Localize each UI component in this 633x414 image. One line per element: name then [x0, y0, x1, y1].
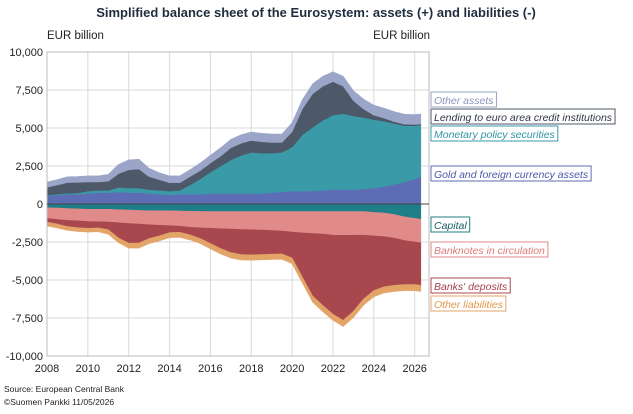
legend-item: Banks' deposits [430, 277, 511, 294]
x-tick-label: 2018 [239, 363, 263, 375]
legend-label: Other assets [434, 95, 494, 107]
y-tick-label: 2,500 [15, 161, 43, 173]
legend-box [430, 241, 549, 258]
x-tick-label: 2022 [321, 363, 345, 375]
legend-item: Other liabilities [430, 295, 507, 312]
legend-box [430, 91, 498, 108]
copyright-note: ©Suomen Pankki 11/05/2026 [4, 397, 114, 407]
x-tick-label: 2010 [76, 363, 100, 375]
axes: 10,000 7,500 5,000 2,500 0 -2,500 -5,000 -7,500… [6, 47, 430, 375]
x-tick-label: 2016 [198, 363, 222, 375]
x-tick-label: 2020 [280, 363, 304, 375]
y-tick-label: 10,000 [9, 47, 43, 59]
y-tick-label: 0 [37, 199, 43, 211]
x-tick-label: 2014 [157, 363, 181, 375]
legend-item: Lending to euro area credit institutions [430, 108, 616, 125]
y-tick-label: -5,000 [12, 275, 43, 287]
legend-label: Monetary policy securities [434, 129, 556, 141]
y-tick-label: 5,000 [15, 123, 43, 135]
y-tick-label: -7,500 [12, 313, 43, 325]
y-tick-label: 7,500 [15, 85, 43, 97]
legend-label: Capital [434, 220, 467, 232]
legend-item: Gold and foreign currency assets [430, 165, 592, 182]
source-note: Source: European Central Bank [4, 384, 125, 394]
legend-box [430, 295, 507, 312]
x-tick-label: 2026 [402, 363, 426, 375]
legend: Gold and foreign currency assets Monetary… [430, 91, 616, 312]
legend-label: Lending to euro area credit institutions [434, 112, 613, 124]
legend-box [430, 165, 592, 182]
y-tick-label: -10,000 [6, 351, 43, 363]
y-tick-label: -2,500 [12, 237, 43, 249]
legend-label: Gold and foreign currency assets [434, 169, 589, 181]
legend-item: Banknotes in circulation [430, 241, 549, 258]
area-series [46, 71, 422, 327]
legend-label: Banknotes in circulation [434, 245, 545, 257]
asset-area-3 [46, 71, 422, 188]
x-tick-label: 2024 [362, 363, 386, 375]
chart-title: Simplified balance sheet of the Eurosyst… [96, 5, 536, 20]
legend-item: Monetary policy securities [430, 125, 559, 142]
legend-item: Capital [430, 216, 471, 233]
legend-box [430, 125, 559, 142]
y-axis-unit-left: EUR billion [47, 30, 104, 42]
x-tick-label: 2012 [116, 363, 140, 375]
legend-box [430, 216, 471, 233]
legend-label: Banks' deposits [434, 281, 508, 293]
y-axis-unit-right: EUR billion [373, 30, 430, 42]
legend-box [430, 277, 511, 294]
liability-area-3 [46, 221, 422, 327]
legend-label: Other liabilities [434, 299, 504, 311]
legend-item: Other assets [430, 91, 498, 108]
legend-box [430, 108, 616, 125]
x-tick-label: 2008 [35, 363, 59, 375]
